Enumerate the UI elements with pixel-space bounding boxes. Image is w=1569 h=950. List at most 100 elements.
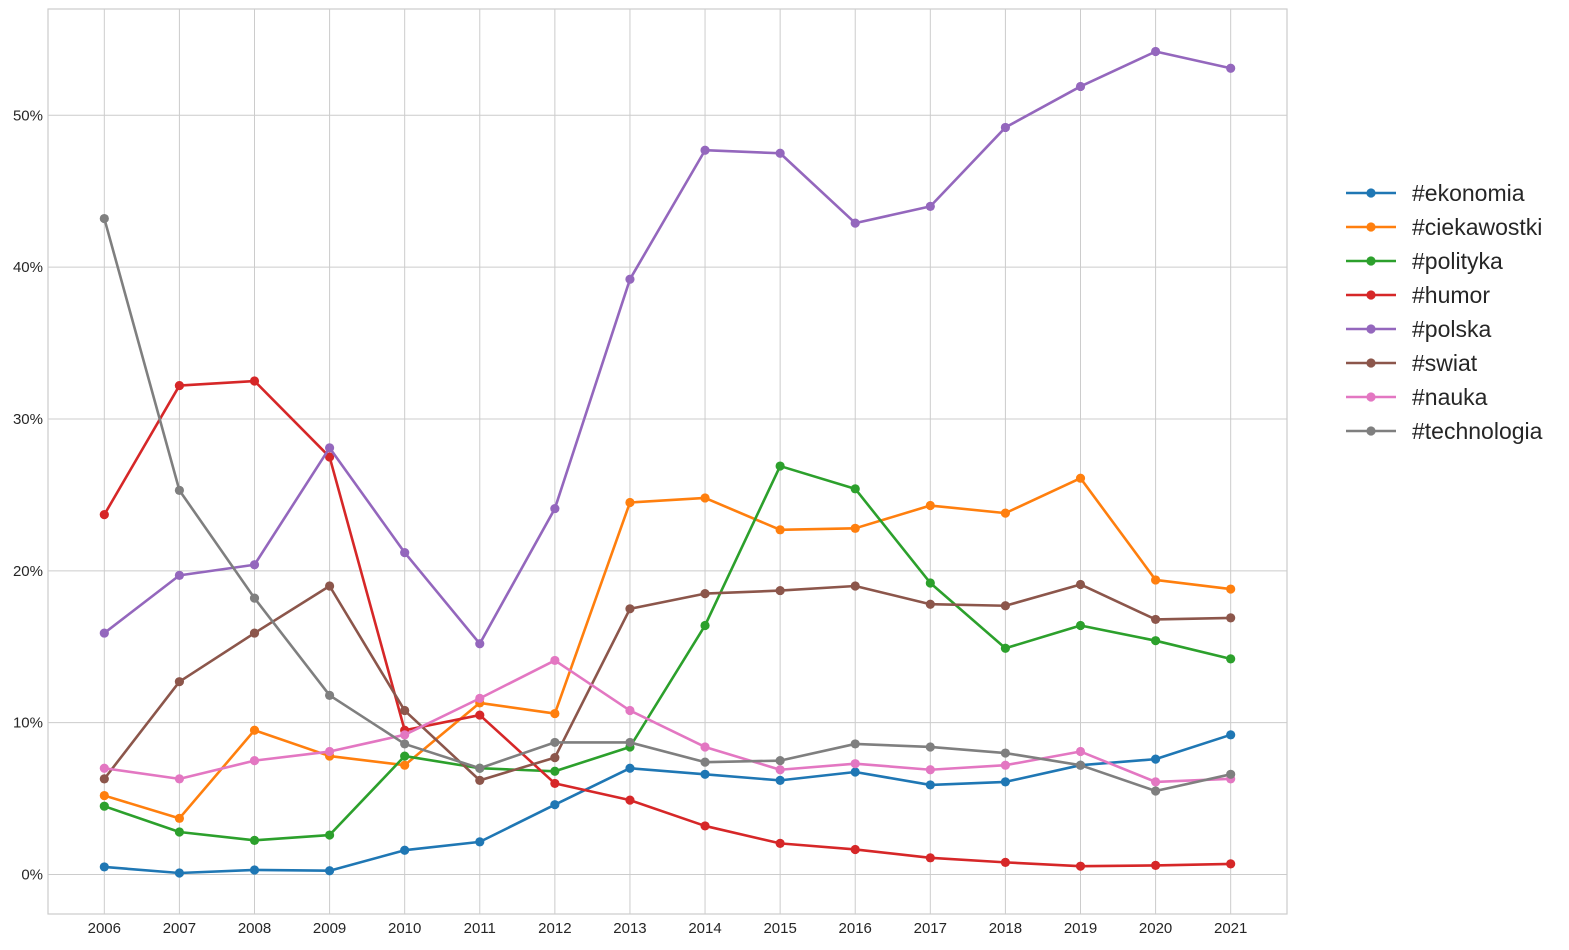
data-point — [925, 500, 935, 511]
data-point — [775, 838, 785, 848]
series-group — [99, 46, 1236, 878]
data-point — [1150, 46, 1161, 57]
y-tick-label: 30% — [13, 411, 43, 428]
data-point — [475, 763, 485, 773]
data-point — [1000, 760, 1011, 770]
data-point — [925, 853, 935, 863]
data-point — [249, 376, 260, 386]
data-point — [249, 725, 260, 735]
data-point — [99, 628, 109, 638]
data-point — [1150, 786, 1161, 796]
data-point — [925, 201, 935, 211]
data-point — [700, 769, 710, 779]
data-point — [550, 800, 560, 810]
x-tick-label: 2014 — [688, 920, 721, 937]
data-point — [1000, 777, 1011, 787]
data-point — [400, 760, 410, 770]
data-point — [1226, 859, 1236, 869]
data-point — [99, 801, 109, 811]
data-point — [400, 845, 410, 855]
legend-item: #polska — [1346, 316, 1491, 342]
y-tick-label: 10% — [13, 715, 43, 732]
data-point — [700, 589, 710, 599]
legend-marker — [1366, 358, 1376, 368]
x-tick-label: 2008 — [238, 920, 271, 937]
data-point — [249, 628, 260, 638]
legend-marker — [1366, 222, 1376, 232]
x-tick-label: 2007 — [163, 920, 196, 937]
data-point — [1075, 861, 1086, 871]
data-point — [249, 865, 260, 875]
data-point — [625, 497, 635, 508]
series-line — [103, 50, 1231, 646]
data-point — [1150, 636, 1161, 646]
legend-marker — [1366, 256, 1376, 266]
legend-label: #humor — [1412, 282, 1490, 308]
x-tick-label: 2013 — [613, 920, 646, 937]
data-point — [550, 778, 560, 789]
legend-marker — [1366, 188, 1376, 198]
grid — [48, 9, 1287, 914]
series-line — [103, 583, 1231, 782]
data-point — [550, 752, 560, 763]
y-tick-label: 0% — [21, 867, 43, 884]
x-tick-label: 2009 — [313, 920, 346, 937]
data-point — [249, 835, 260, 845]
legend-label: #polityka — [1412, 248, 1503, 274]
data-point — [925, 742, 935, 752]
data-point — [850, 767, 860, 777]
data-point — [850, 844, 860, 855]
data-point — [324, 581, 335, 591]
data-point — [1150, 614, 1161, 625]
data-point — [925, 765, 935, 775]
series-technologia — [99, 213, 1236, 796]
data-point — [775, 765, 785, 775]
x-tick-label: 2019 — [1064, 920, 1097, 937]
data-point — [700, 145, 710, 155]
data-point — [1226, 584, 1236, 594]
series-line — [104, 733, 1232, 875]
data-point — [550, 708, 560, 719]
legend-item: #ekonomia — [1346, 180, 1525, 206]
data-point — [775, 148, 785, 158]
x-tick-label: 2006 — [88, 920, 121, 937]
series-polska — [99, 46, 1236, 649]
data-point — [700, 757, 710, 767]
x-tick-label: 2010 — [388, 920, 421, 937]
data-point — [775, 775, 785, 785]
data-point — [400, 739, 410, 749]
data-point — [249, 593, 260, 603]
data-point — [625, 763, 635, 773]
data-point — [1000, 508, 1011, 518]
data-point — [1150, 754, 1161, 764]
legend-marker — [1366, 324, 1376, 334]
data-point — [775, 585, 785, 596]
data-point — [324, 746, 335, 757]
data-point — [925, 780, 935, 790]
data-point — [174, 380, 185, 391]
x-tick-label: 2012 — [538, 920, 571, 937]
data-point — [700, 493, 710, 503]
x-tick-label: 2016 — [839, 920, 872, 937]
data-point — [550, 503, 560, 514]
data-point — [1226, 63, 1236, 73]
data-point — [1226, 769, 1236, 779]
data-point — [1075, 746, 1086, 757]
series-ekonomia — [99, 730, 1236, 878]
data-point — [324, 690, 335, 700]
data-point — [475, 837, 485, 847]
data-point — [700, 620, 710, 631]
data-point — [775, 461, 785, 471]
data-point — [625, 795, 635, 805]
data-point — [1000, 857, 1011, 867]
legend-marker — [1366, 290, 1376, 300]
legend-label: #swiat — [1412, 350, 1478, 376]
data-point — [400, 705, 410, 716]
x-tick-label: 2020 — [1139, 920, 1172, 937]
data-point — [475, 693, 485, 703]
x-tick-label: 2011 — [464, 920, 496, 937]
data-point — [99, 763, 109, 773]
series-ciekawostki — [99, 473, 1236, 823]
